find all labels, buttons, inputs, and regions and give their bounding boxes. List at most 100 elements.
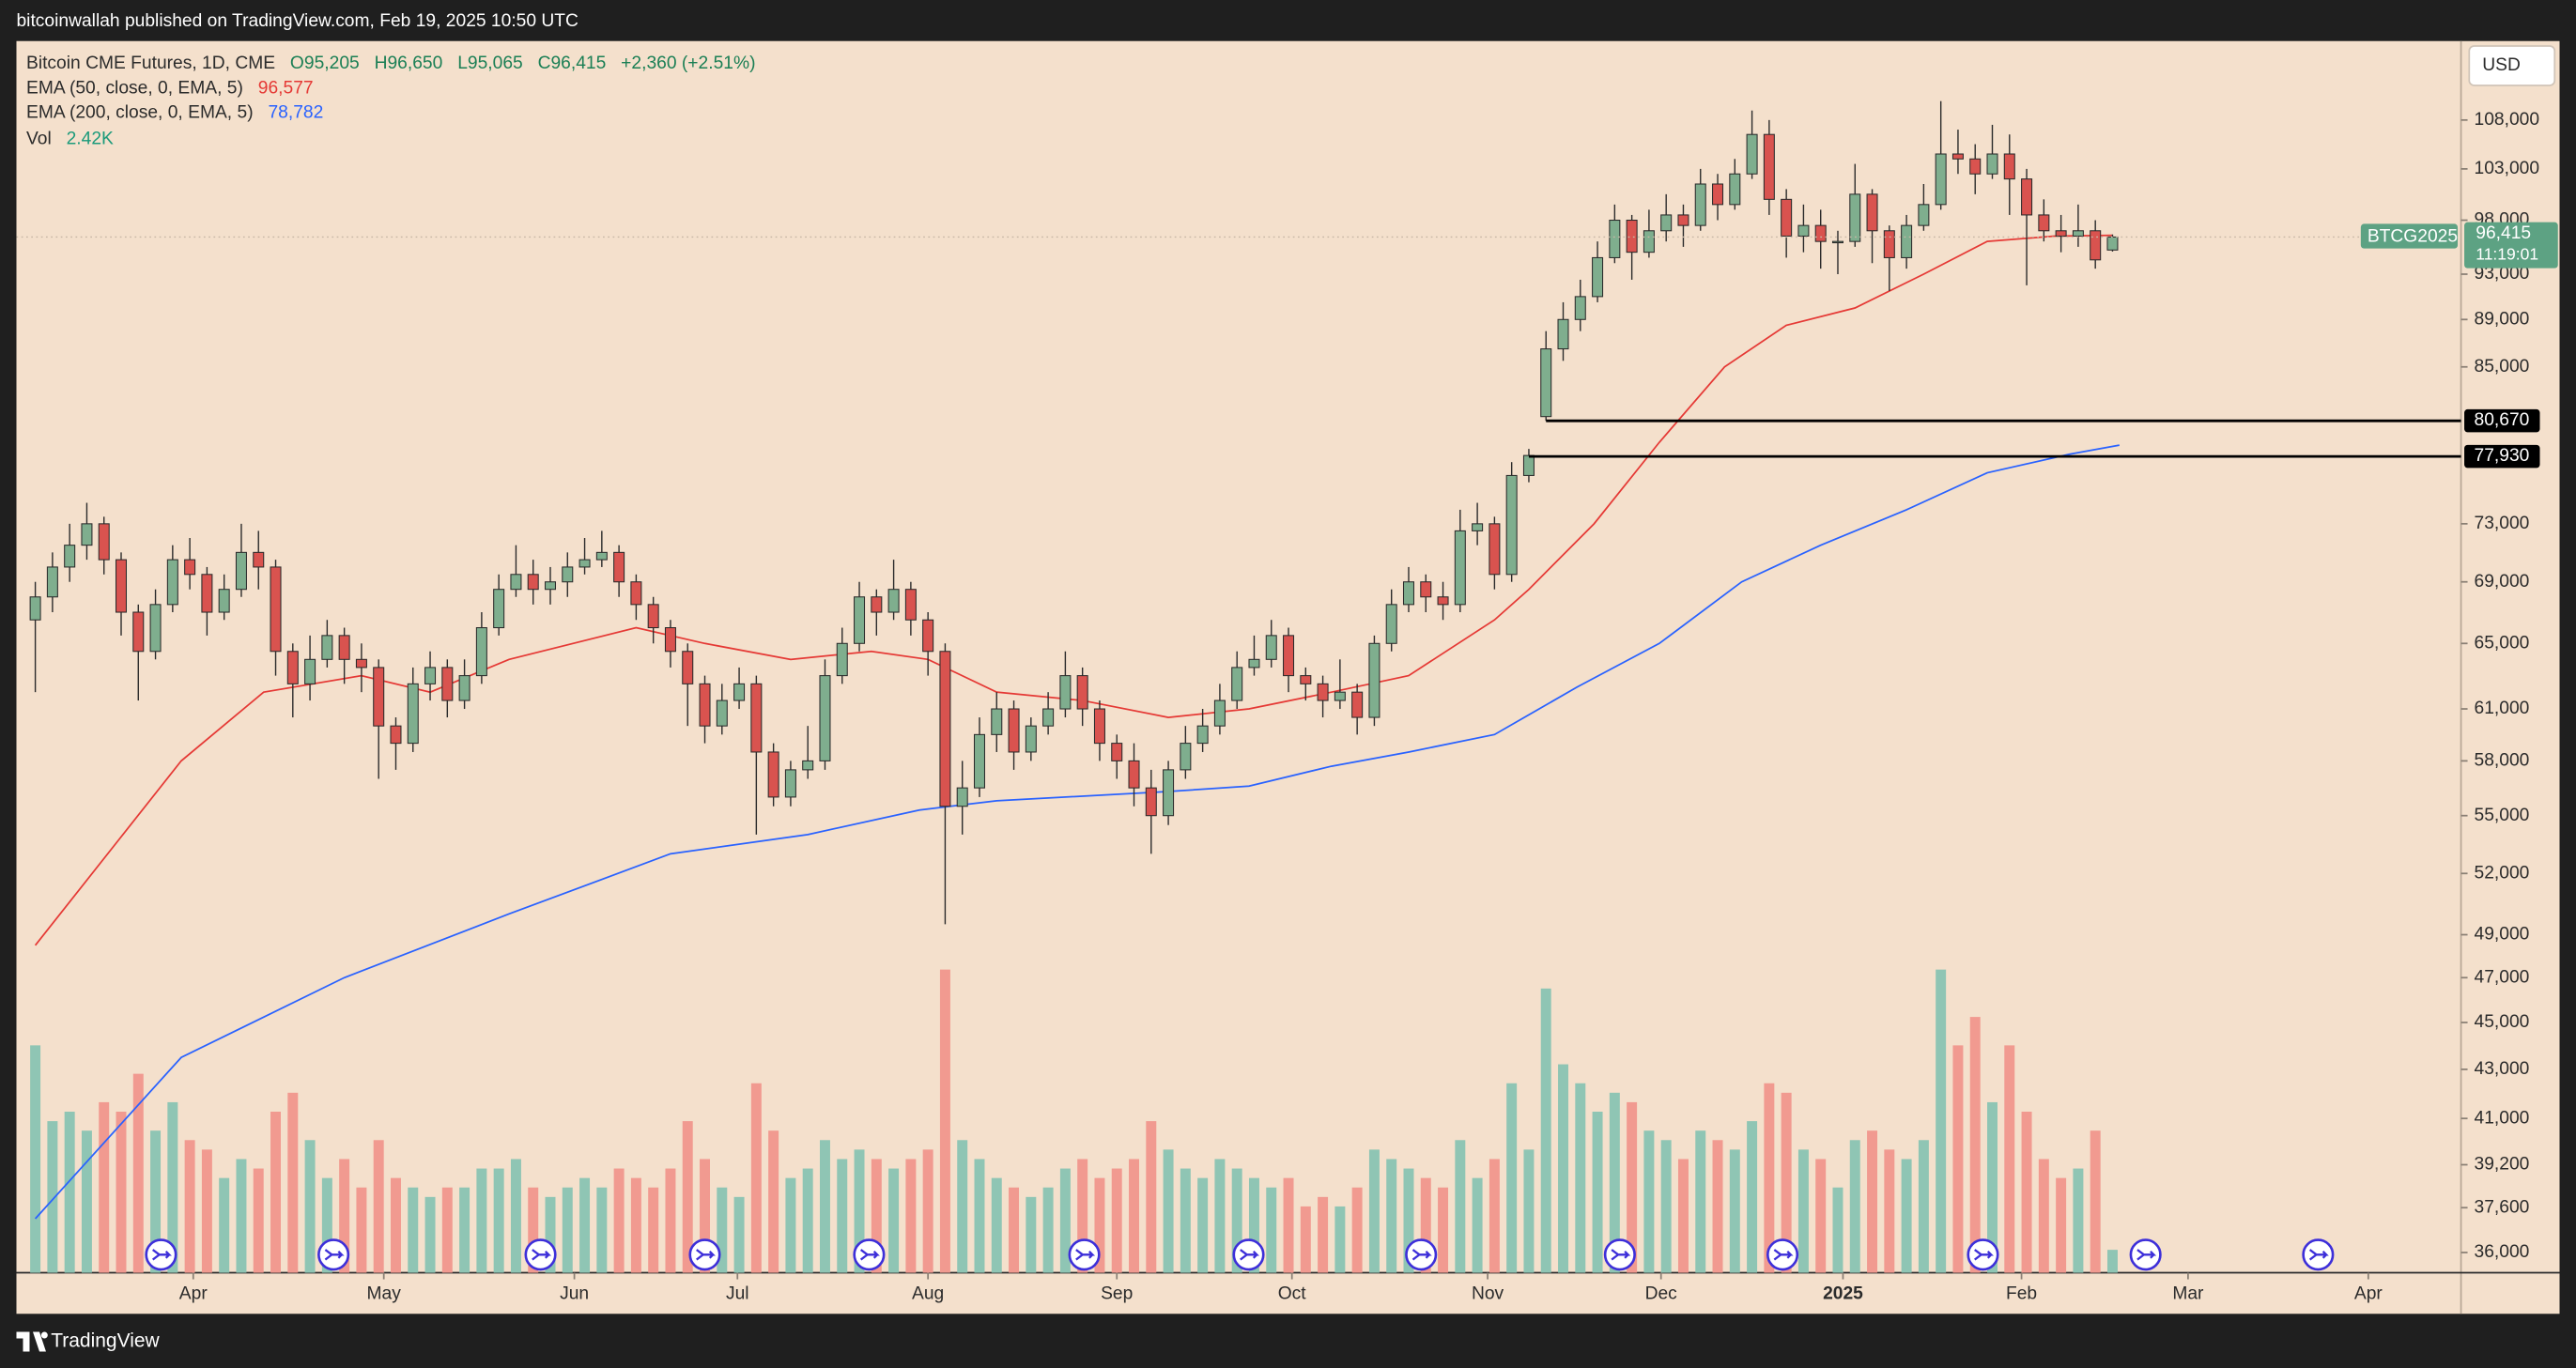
ema-line (34, 444, 2120, 1220)
volume-bar (459, 1187, 470, 1273)
candle-body (132, 611, 145, 653)
y-tick-label: 103,000 (2475, 159, 2540, 178)
event-icon (2308, 1249, 2329, 1261)
volume-bar (648, 1187, 659, 1273)
publish-header: bitcoinwallah published on TradingView.c… (16, 11, 578, 31)
candle-body (1883, 230, 1895, 258)
y-tick-label: 49,000 (2475, 925, 2530, 945)
currency-button[interactable] (2468, 45, 2556, 86)
candle-body (1180, 743, 1192, 771)
volume-bar (837, 1159, 848, 1273)
volume-bar (1368, 1149, 1380, 1273)
volume-bar (132, 1073, 144, 1273)
candle-body (1196, 725, 1209, 745)
volume-bar (201, 1149, 212, 1273)
candle-body (1935, 153, 1947, 206)
candle-body (527, 574, 539, 591)
volume-bar (1558, 1064, 1568, 1273)
volume-bar (974, 1159, 985, 1273)
y-tick-label: 37,600 (2475, 1197, 2530, 1217)
candle-body (1420, 581, 1432, 598)
volume-bar (1420, 1177, 1431, 1273)
candle-body (1265, 635, 1277, 660)
legend-change: +2,360 (+2.51%) (621, 54, 755, 73)
volume-bar (819, 1140, 830, 1273)
y-tick-label: 52,000 (2475, 863, 2530, 883)
candle-body (1128, 760, 1140, 789)
y-tick-label: 41,000 (2475, 1108, 2530, 1128)
candle-body (475, 627, 487, 677)
volume-bar (1026, 1196, 1037, 1273)
volume-bar (1987, 1101, 1998, 1273)
y-tick-label: 36,000 (2475, 1242, 2530, 1262)
level-label: 77,930 (2475, 446, 2530, 466)
volume-bar (236, 1159, 247, 1273)
volume-bar (562, 1187, 573, 1273)
candle-body (1213, 699, 1226, 727)
candle-body (201, 574, 213, 613)
currency-label[interactable]: USD (2482, 55, 2521, 75)
candle-body (304, 658, 316, 684)
y-tick-label: 43,000 (2475, 1059, 2530, 1079)
volume-bar (1627, 1101, 1638, 1273)
volume-bar (2038, 1159, 2049, 1273)
volume-bar (528, 1187, 539, 1273)
candle-body (355, 658, 367, 669)
volume-bar (30, 1045, 41, 1273)
candle-body (750, 683, 763, 753)
volume-bar (1472, 1177, 1483, 1273)
price-tag (2464, 222, 2558, 269)
volume-bar (1214, 1159, 1226, 1273)
candle-body (819, 675, 831, 761)
candle-body (29, 596, 41, 621)
event-icon (1075, 1249, 1096, 1261)
candle-body (733, 683, 746, 701)
volume-bar (1677, 1159, 1689, 1273)
candle-body (166, 559, 178, 606)
volume-bar (1695, 1130, 1706, 1273)
volume-bar (167, 1101, 178, 1273)
volume-bar (321, 1177, 332, 1273)
plot-area: 108,000103,00098,00093,00089,00085,00073… (16, 100, 2558, 1303)
x-tick-label: Jun (560, 1283, 589, 1303)
volume-bar (116, 1112, 127, 1273)
volume-bar (1969, 1017, 1981, 1273)
candle-body (1849, 193, 1861, 242)
volume-bar (1266, 1187, 1277, 1273)
x-tick-label: Oct (1278, 1283, 1307, 1303)
volume-bar (1884, 1149, 1895, 1273)
ema50-value: 96,577 (258, 79, 314, 99)
y-tick-label: 47,000 (2475, 967, 2530, 987)
countdown-label: 11:19:01 (2476, 244, 2538, 263)
brand: TradingView (16, 1330, 161, 1352)
volume-value: 2.42K (67, 130, 114, 149)
volume-bar (390, 1177, 401, 1273)
candle-body (407, 683, 419, 745)
candle-body (98, 523, 110, 561)
y-tick-label: 45,000 (2475, 1012, 2530, 1032)
candle-body (630, 581, 642, 606)
level-tag (2464, 444, 2540, 469)
volume-bar (733, 1196, 745, 1273)
y-tick-label: 69,000 (2475, 572, 2530, 592)
volume-bar (1592, 1112, 1603, 1273)
y-tick-label: 93,000 (2475, 264, 2530, 284)
volume-bar (1283, 1177, 1294, 1273)
y-tick-label: 39,200 (2475, 1155, 2530, 1175)
candle-body (1300, 675, 1312, 684)
candle-body (115, 559, 128, 613)
candle-body (458, 675, 470, 701)
volume-bar (493, 1168, 504, 1273)
volume-bar (1111, 1168, 1122, 1273)
legend: Bitcoin CME Futures, 1D, CME O95,205 H96… (26, 54, 756, 148)
candle-body (1368, 642, 1381, 718)
candle-body (1712, 183, 1724, 206)
event-icon (1773, 1249, 1794, 1261)
candle-body (81, 523, 93, 546)
candle-body (1042, 708, 1055, 727)
candle-body (578, 559, 591, 568)
candle-body (1866, 193, 1878, 232)
candle-body (1283, 635, 1295, 677)
candle-body (922, 619, 934, 653)
candle-body (338, 635, 350, 660)
